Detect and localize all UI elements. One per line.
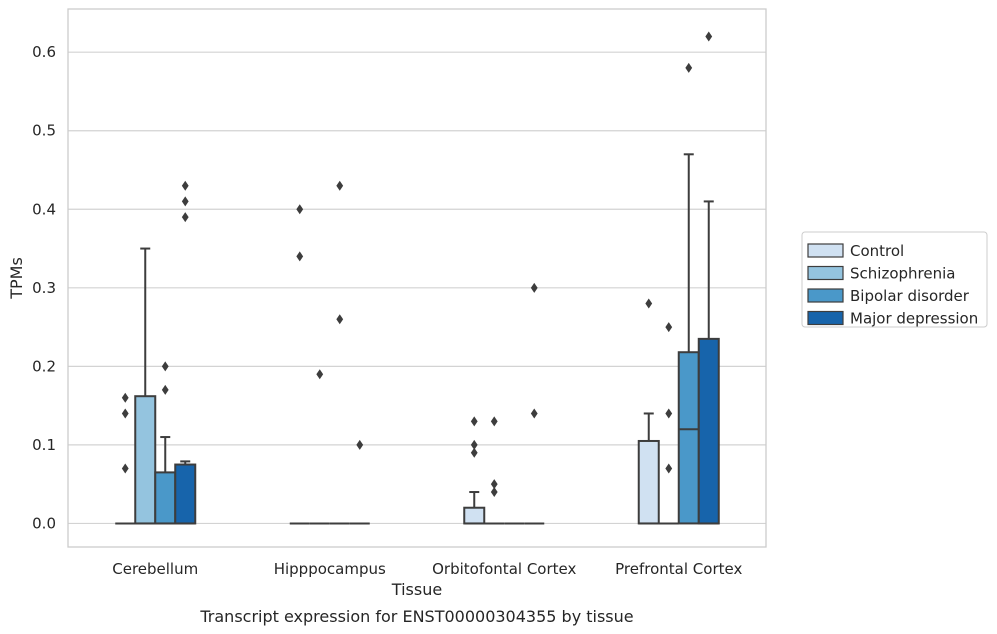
box-3-2 [677, 62, 700, 525]
grid-lines [68, 51, 766, 525]
legend-swatch [807, 243, 844, 258]
box-1-2 [329, 180, 350, 525]
outlier-point [685, 62, 693, 73]
box-1-0 [289, 204, 310, 525]
box-body [677, 351, 700, 525]
x-tick-label: Hipppocampus [274, 560, 386, 578]
box-3-3 [697, 31, 720, 525]
x-axis-title: Tissue [391, 580, 442, 599]
legend-label: Control [850, 242, 904, 260]
box-2-3 [524, 282, 545, 525]
box-body [463, 506, 486, 525]
outlier-point [181, 212, 189, 223]
outlier-point [316, 369, 324, 380]
outlier-point [705, 31, 713, 42]
outlier-point [530, 282, 538, 293]
y-tick-label: 0.3 [32, 279, 56, 297]
y-tick-label: 0.1 [32, 436, 56, 454]
outlier-point [181, 196, 189, 207]
outlier-point [470, 447, 478, 458]
outlier-point [121, 408, 129, 419]
y-tick-label: 0.0 [32, 514, 56, 532]
box-body [134, 395, 157, 525]
outlier-point [296, 204, 304, 215]
outlier-point [161, 361, 169, 372]
x-tick-label: Orbitofontal Cortex [432, 560, 576, 578]
box-2-1 [484, 416, 505, 525]
outlier-point [336, 314, 344, 325]
outlier-point [336, 180, 344, 191]
plot-area [115, 31, 720, 525]
box-0-1 [134, 247, 157, 525]
y-tick-label: 0.6 [32, 43, 56, 61]
legend-swatch [807, 288, 844, 303]
box-body [174, 463, 197, 525]
box-body [154, 471, 177, 525]
box-body [697, 337, 720, 525]
box-2-0 [463, 416, 486, 525]
outlier-point [665, 322, 673, 333]
box-0-3 [174, 180, 197, 525]
outlier-point [490, 487, 498, 498]
box-body [637, 439, 660, 525]
box-3-1 [658, 322, 679, 525]
legend-swatch [807, 265, 844, 281]
outlier-point [665, 463, 673, 474]
x-tick-label: Prefrontal Cortex [615, 560, 742, 578]
box-0-2 [154, 361, 177, 525]
plot-frame [67, 8, 767, 548]
outlier-point [121, 463, 129, 474]
y-axis-title: TPMs [7, 257, 26, 300]
y-tick-label: 0.5 [32, 122, 56, 140]
legend-label: Schizophrenia [850, 265, 955, 283]
x-tick-label: Cerebellum [112, 560, 198, 578]
outlier-point [296, 251, 304, 262]
y-tick-labels: 0.0 0.1 0.2 0.3 0.4 0.5 0.6 [32, 43, 56, 532]
figure-caption: Transcript expression for ENST0000030435… [199, 607, 633, 626]
legend-label: Bipolar disorder [850, 287, 970, 305]
outlier-point [490, 416, 498, 427]
outlier-point [181, 180, 189, 191]
box-0-0 [115, 392, 136, 525]
legend-swatch [807, 310, 844, 326]
outlier-point [470, 439, 478, 450]
outlier-point [356, 439, 364, 450]
legend: Control Schizophrenia Bipolar disorder Majo… [801, 231, 988, 328]
x-tick-labels: Cerebellum Hipppocampus Orbitofontal Corte… [112, 560, 742, 578]
outlier-point [490, 479, 498, 490]
outlier-point [470, 416, 478, 427]
outlier-point [530, 408, 538, 419]
outlier-point [161, 384, 169, 395]
box-1-1 [309, 369, 330, 525]
y-tick-label: 0.2 [32, 357, 56, 375]
outlier-point [665, 408, 673, 419]
outlier-point [121, 392, 129, 403]
box-3-0 [637, 298, 660, 525]
legend-frame [801, 231, 988, 328]
y-tick-label: 0.4 [32, 200, 56, 218]
outlier-point [645, 298, 653, 309]
box-1-3 [349, 439, 370, 525]
legend-label: Major depression [850, 310, 978, 328]
